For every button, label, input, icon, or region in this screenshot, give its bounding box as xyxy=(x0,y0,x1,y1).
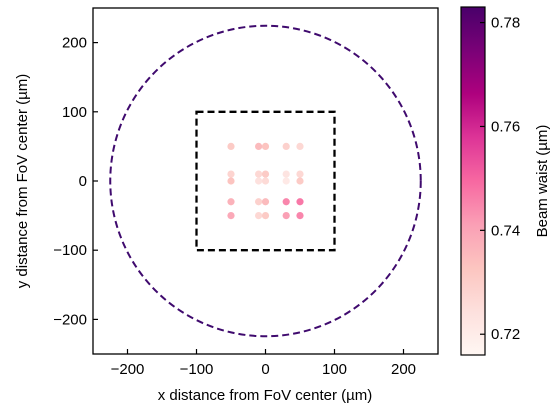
scatter-point-1 xyxy=(255,142,263,150)
colorbar-label: Beam waist (µm) xyxy=(534,125,551,238)
colorbar xyxy=(460,6,486,356)
scatter-point-20 xyxy=(227,212,235,220)
x-tick-label: −200 xyxy=(111,361,145,378)
scatter-point-24 xyxy=(296,212,304,220)
x-axis-ticks: −200 −100 0 100 200 xyxy=(111,349,416,378)
scatter-point-17 xyxy=(261,198,270,206)
plot-content xyxy=(109,24,422,338)
scatter-points xyxy=(227,142,304,220)
y-tick-label: 100 xyxy=(62,104,87,121)
y-axis-label: y distance from FoV center (µm) xyxy=(14,74,31,289)
scatter-point-8 xyxy=(282,170,290,178)
y-tick-label: 0 xyxy=(79,173,87,190)
scatter-point-11 xyxy=(255,177,263,185)
scatter-point-12 xyxy=(261,177,270,185)
colorbar-ticks: 0.72 0.74 0.76 0.78 xyxy=(480,15,520,343)
scatter-point-14 xyxy=(296,177,304,185)
colorbar-tick-label: 0.74 xyxy=(491,222,520,239)
scatter-point-15 xyxy=(227,198,235,206)
x-tick-label: 100 xyxy=(322,361,347,378)
scatter-point-0 xyxy=(227,142,235,150)
y-axis-ticks: −200 −100 0 100 200 xyxy=(53,35,98,328)
scatter-point-4 xyxy=(296,142,304,150)
x-tick-label: 200 xyxy=(391,361,416,378)
scatter-point-16 xyxy=(255,198,263,206)
scatter-point-22 xyxy=(261,212,270,220)
scatter-point-6 xyxy=(255,170,263,178)
fov-circle xyxy=(109,24,422,338)
scatter-point-18 xyxy=(282,198,290,206)
scatter-point-10 xyxy=(227,177,235,185)
scatter-point-7 xyxy=(261,170,270,178)
x-axis-label: x distance from FoV center (µm) xyxy=(158,387,373,404)
roi-square xyxy=(195,110,336,252)
y-tick-label: −100 xyxy=(53,242,87,259)
y-tick-label: 200 xyxy=(62,35,87,52)
x-tick-label: −100 xyxy=(180,361,214,378)
y-tick-label: −200 xyxy=(53,311,87,328)
scatter-point-19 xyxy=(296,198,304,206)
colorbar-tick-label: 0.76 xyxy=(491,118,520,135)
colorbar-tick-label: 0.72 xyxy=(491,326,520,343)
scatter-point-9 xyxy=(296,170,304,178)
scatter-point-23 xyxy=(282,212,290,220)
x-tick-label: 0 xyxy=(261,361,269,378)
scatter-point-2 xyxy=(261,142,270,150)
scatter-point-13 xyxy=(282,177,290,185)
scatter-point-5 xyxy=(227,170,235,178)
scatter-point-3 xyxy=(282,142,290,150)
colorbar-tick-label: 0.78 xyxy=(491,15,520,32)
scatter-point-21 xyxy=(255,212,263,220)
